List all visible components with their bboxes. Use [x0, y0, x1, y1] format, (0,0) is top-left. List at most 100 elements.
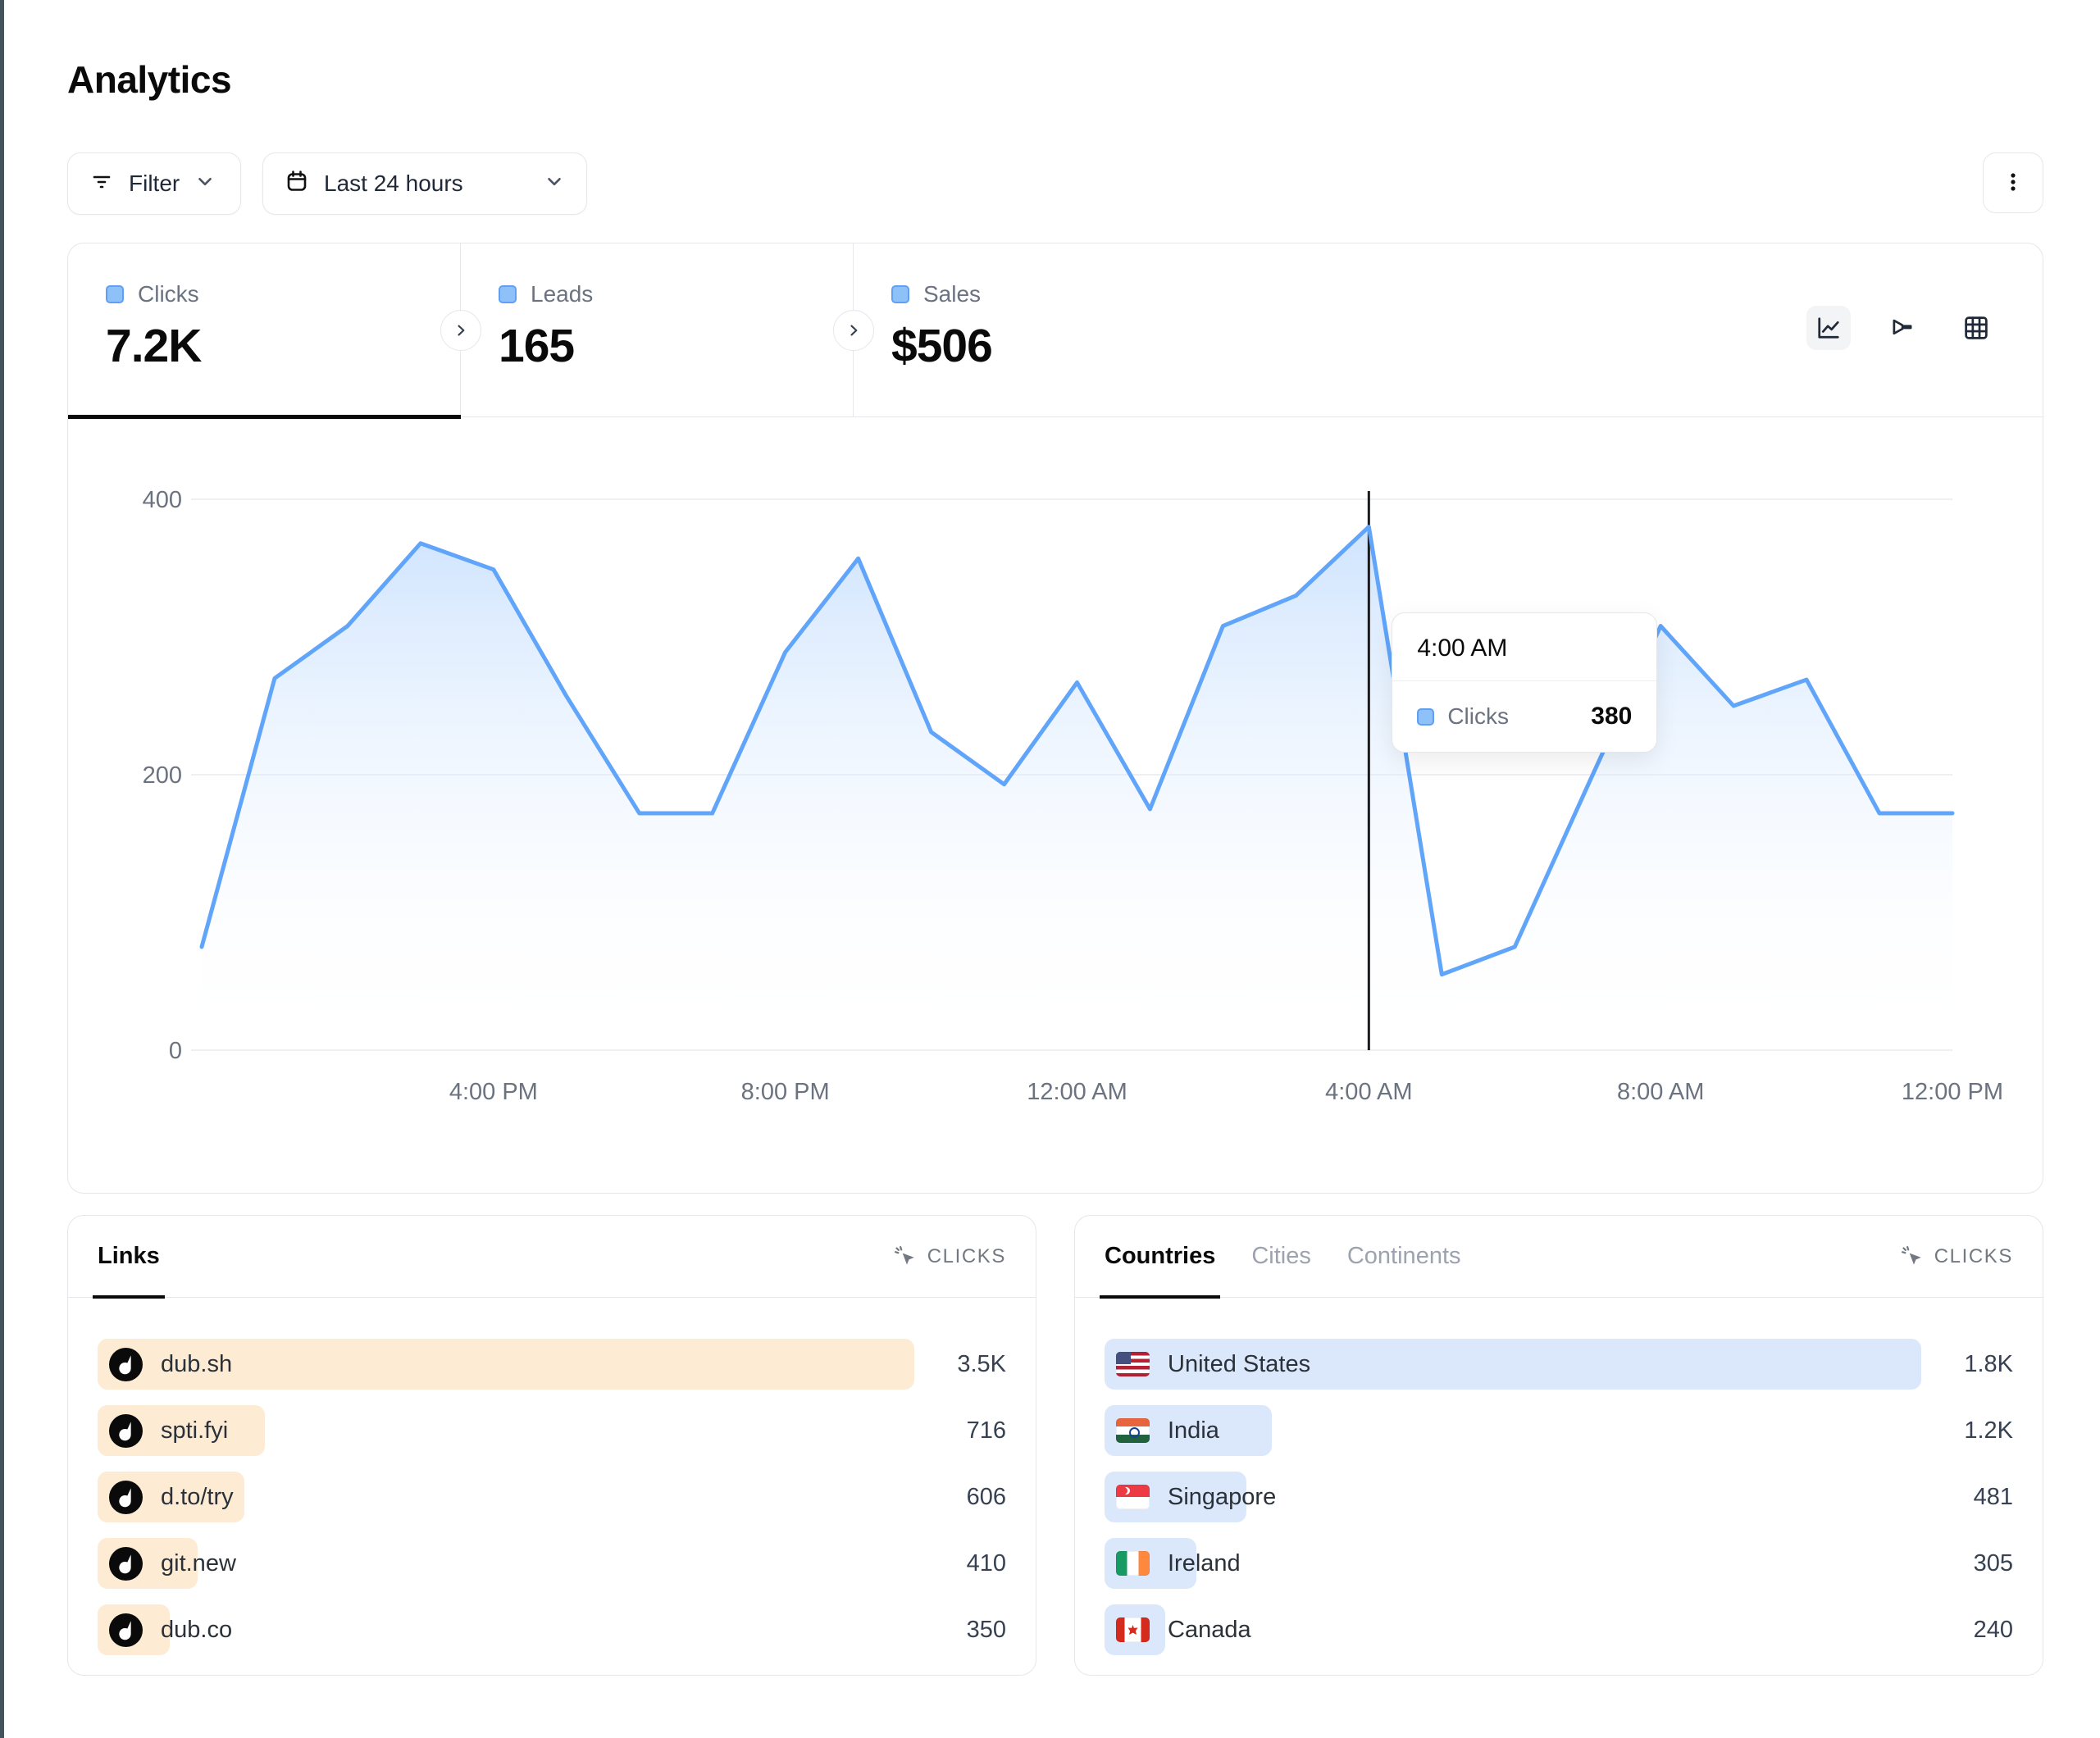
- link-value: 606: [966, 1483, 1006, 1510]
- svg-text:400: 400: [143, 487, 182, 513]
- svg-text:4:00 AM: 4:00 AM: [1325, 1079, 1412, 1105]
- svg-text:4:00 PM: 4:00 PM: [449, 1079, 538, 1105]
- link-row[interactable]: d.to/try 606: [98, 1472, 1006, 1522]
- filter-icon: [89, 169, 114, 199]
- link-value: 350: [966, 1616, 1006, 1643]
- tab-cities[interactable]: Cities: [1251, 1243, 1311, 1269]
- country-value: 305: [1973, 1549, 2013, 1576]
- sales-legend-swatch: [891, 285, 909, 303]
- tooltip-legend-swatch: [1417, 707, 1435, 726]
- us-flag-icon: [1116, 1352, 1150, 1376]
- country-bar: [1105, 1339, 1921, 1390]
- clicks-value: 7.2K: [106, 320, 202, 372]
- tab-countries[interactable]: Countries: [1099, 1216, 1221, 1299]
- country-label: India: [1168, 1417, 1219, 1444]
- tooltip-time: 4:00 AM: [1392, 613, 1657, 681]
- kebab-menu-icon: [2001, 170, 2025, 197]
- canada-flag-icon: [1116, 1617, 1150, 1642]
- links-metric-label: CLICKS: [927, 1244, 1006, 1267]
- clicks-label: Clicks: [138, 281, 199, 307]
- link-bar: [98, 1339, 914, 1390]
- clicks-legend-swatch: [106, 285, 124, 303]
- country-value: 240: [1973, 1616, 2013, 1643]
- sales-value: $506: [891, 320, 993, 372]
- link-row[interactable]: dub.sh 3.5K: [98, 1339, 1006, 1390]
- svg-text:8:00 AM: 8:00 AM: [1617, 1079, 1704, 1105]
- link-label: git.new: [161, 1549, 236, 1576]
- country-label: United States: [1168, 1350, 1311, 1377]
- country-row[interactable]: Ireland 305: [1105, 1538, 2013, 1589]
- link-value: 3.5K: [957, 1350, 1006, 1377]
- dub-logo-icon: [109, 1480, 143, 1514]
- links-panel: Links CLICKS dub.sh: [67, 1215, 1036, 1676]
- page-title: Analytics: [67, 58, 232, 101]
- analytics-page: Analytics Filter Last 24 hours: [67, 0, 2043, 1738]
- country-label: Canada: [1168, 1616, 1251, 1643]
- cursor-click-icon: [894, 1245, 914, 1265]
- funnel-icon: [1893, 319, 1912, 335]
- tab-continents[interactable]: Continents: [1346, 1243, 1461, 1269]
- svg-text:12:00 AM: 12:00 AM: [1027, 1079, 1127, 1105]
- grid-table-icon: [1965, 316, 1988, 339]
- tab-sales[interactable]: Sales $506: [854, 243, 1246, 417]
- geo-metric-label: CLICKS: [1934, 1244, 2013, 1267]
- geo-metric-header[interactable]: CLICKS: [1901, 1245, 2013, 1268]
- dub-logo-icon: [109, 1546, 143, 1581]
- country-row[interactable]: United States 1.8K: [1105, 1339, 2013, 1390]
- filter-button[interactable]: Filter: [67, 152, 241, 215]
- svg-text:12:00 PM: 12:00 PM: [1902, 1079, 2003, 1105]
- clicks-time-series-chart[interactable]: 0 200 400 4:00 PM 8:00 PM 12:00 AM 4:00 AM 8:00…: [68, 417, 2042, 1193]
- svg-text:0: 0: [169, 1038, 182, 1064]
- expand-clicks-leads-button[interactable]: [440, 309, 481, 351]
- link-label: dub.sh: [161, 1350, 233, 1377]
- geo-panel: Countries Cities Continents CLICKS: [1074, 1215, 2043, 1676]
- table-view-button[interactable]: [1954, 306, 1998, 350]
- dub-logo-icon: [109, 1613, 143, 1647]
- links-panel-header: Links CLICKS: [68, 1216, 1036, 1299]
- leads-label: Leads: [531, 281, 594, 307]
- link-row[interactable]: spti.fyi 716: [98, 1405, 1006, 1456]
- tab-links[interactable]: Links: [93, 1216, 165, 1299]
- country-value: 1.8K: [1964, 1350, 2013, 1377]
- toolbar: Filter Last 24 hours: [67, 152, 2043, 215]
- country-row[interactable]: India 1.2K: [1105, 1405, 2013, 1456]
- stat-tabs: Clicks 7.2K Leads 165 Sales $506: [68, 243, 2043, 419]
- line-chart-view-button[interactable]: [1806, 306, 1851, 350]
- cursor-click-icon: [1901, 1245, 1921, 1265]
- link-label: dub.co: [161, 1616, 233, 1643]
- link-value: 410: [966, 1549, 1006, 1576]
- svg-text:200: 200: [143, 762, 182, 789]
- active-tab-underline: [68, 415, 461, 419]
- singapore-flag-icon: [1116, 1485, 1150, 1509]
- date-range-label: Last 24 hours: [324, 171, 463, 196]
- leads-value: 165: [499, 320, 575, 372]
- chevron-right-icon: [458, 325, 465, 335]
- funnel-view-button[interactable]: [1880, 306, 1925, 350]
- country-row[interactable]: Canada 240: [1105, 1604, 2013, 1655]
- country-row[interactable]: Singapore 481: [1105, 1472, 2013, 1522]
- link-row[interactable]: dub.co 350: [98, 1604, 1006, 1655]
- svg-text:8:00 PM: 8:00 PM: [741, 1079, 830, 1105]
- country-value: 481: [1973, 1483, 2013, 1510]
- dub-logo-icon: [109, 1347, 143, 1381]
- expand-leads-sales-button[interactable]: [833, 309, 874, 351]
- tab-leads[interactable]: Leads 165: [461, 243, 854, 417]
- chevron-down-icon: [544, 171, 565, 198]
- chevron-down-icon: [194, 171, 216, 198]
- tooltip-value: 380: [1591, 703, 1633, 730]
- more-options-button[interactable]: [1983, 152, 2043, 213]
- ireland-flag-icon: [1116, 1551, 1150, 1576]
- geo-panel-header: Countries Cities Continents CLICKS: [1075, 1216, 2043, 1299]
- date-range-button[interactable]: Last 24 hours: [262, 152, 587, 215]
- leads-legend-swatch: [499, 285, 517, 303]
- links-metric-header[interactable]: CLICKS: [894, 1245, 1006, 1268]
- link-row[interactable]: git.new 410: [98, 1538, 1006, 1589]
- country-label: Singapore: [1168, 1483, 1277, 1510]
- sales-label: Sales: [923, 281, 982, 307]
- tab-clicks[interactable]: Clicks 7.2K: [68, 243, 461, 419]
- link-value: 716: [966, 1417, 1006, 1444]
- tooltip-series-label: Clicks: [1447, 703, 1509, 729]
- chart-type-switcher: [1806, 306, 1998, 350]
- link-label: spti.fyi: [161, 1417, 229, 1444]
- country-value: 1.2K: [1964, 1417, 2013, 1444]
